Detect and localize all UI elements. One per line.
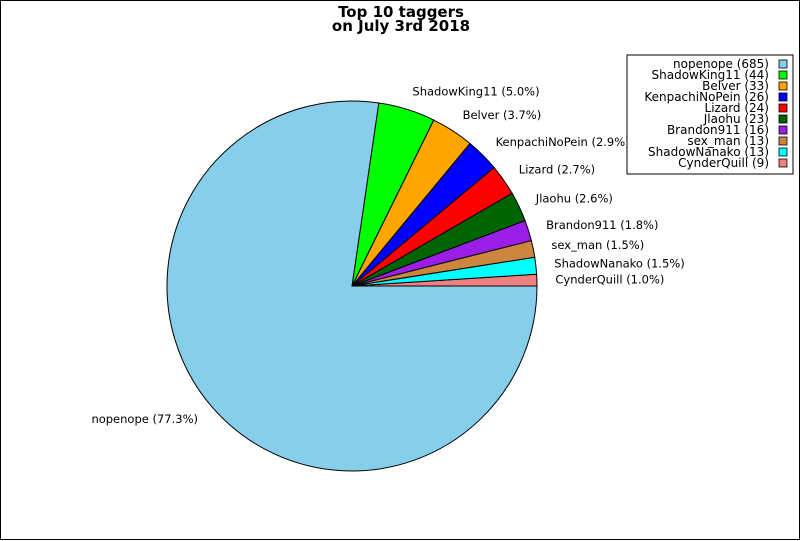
slice-label-lizard: Lizard (2.7%) bbox=[519, 162, 595, 176]
slice-label-belver: Belver (3.7%) bbox=[463, 108, 542, 122]
legend-label-shadownanako: ShadowNanako (13) bbox=[648, 145, 769, 159]
chart-title: Top 10 taggers bbox=[338, 3, 464, 21]
legend-label-brandon911: Brandon911 (16) bbox=[667, 123, 769, 137]
legend-swatch-shadowking11 bbox=[778, 70, 788, 80]
slice-label-shadownanako: ShadowNanako (1.5%) bbox=[554, 257, 685, 271]
legend-swatch-shadownanako bbox=[778, 147, 788, 157]
chart-subtitle: on July 3rd 2018 bbox=[332, 17, 470, 35]
legend-label-kenpachinopein: KenpachiNoPein (26) bbox=[644, 90, 769, 104]
legend-label-jlaohu: Jlaohu (23) bbox=[703, 112, 769, 126]
legend-swatch-kenpachinopein bbox=[778, 92, 788, 102]
legend-swatch-brandon911 bbox=[778, 125, 788, 135]
legend-swatch-sex-man bbox=[778, 136, 788, 146]
legend-label-nopenope: nopenope (685) bbox=[673, 57, 769, 71]
legend-swatch-nopenope bbox=[778, 59, 788, 69]
slice-label-shadowking11: ShadowKing11 (5.0%) bbox=[412, 85, 539, 99]
legend-label-lizard: Lizard (24) bbox=[705, 101, 769, 115]
pie-slice-nopenope bbox=[166, 100, 538, 472]
slice-labels: CynderQuill (1.0%) ShadowNanako (1.5%) sex… bbox=[91, 85, 684, 426]
slice-label-cynderquill: CynderQuill (1.0%) bbox=[555, 273, 664, 287]
slice-label-jlaohu: Jlaohu (2.6%) bbox=[535, 192, 613, 206]
pie-slices bbox=[166, 100, 538, 472]
legend-label-belver: Belver (33) bbox=[702, 79, 769, 93]
legend-label-shadowking11: ShadowKing11 (44) bbox=[652, 68, 770, 82]
legend-swatch-belver bbox=[778, 81, 788, 91]
legend: nopenope (685)ShadowKing11 (44)Belver (3… bbox=[626, 54, 794, 175]
slice-label-sex-man: sex_man (1.5%) bbox=[551, 238, 644, 252]
legend-label-cynderquill: CynderQuill (9) bbox=[678, 156, 769, 170]
legend-label-sex-man: sex_man (13) bbox=[687, 134, 769, 148]
legend-box bbox=[626, 54, 794, 175]
slice-label-brandon911: Brandon911 (1.8%) bbox=[546, 218, 658, 232]
legend-swatch-lizard bbox=[778, 103, 788, 113]
legend-swatch-cynderquill bbox=[778, 158, 788, 168]
legend-swatch-jlaohu bbox=[778, 114, 788, 124]
slice-label-kenpachinopein: KenpachiNoPein (2.9%) bbox=[496, 135, 630, 149]
slice-label-nopenope: nopenope (77.3%) bbox=[91, 412, 198, 426]
